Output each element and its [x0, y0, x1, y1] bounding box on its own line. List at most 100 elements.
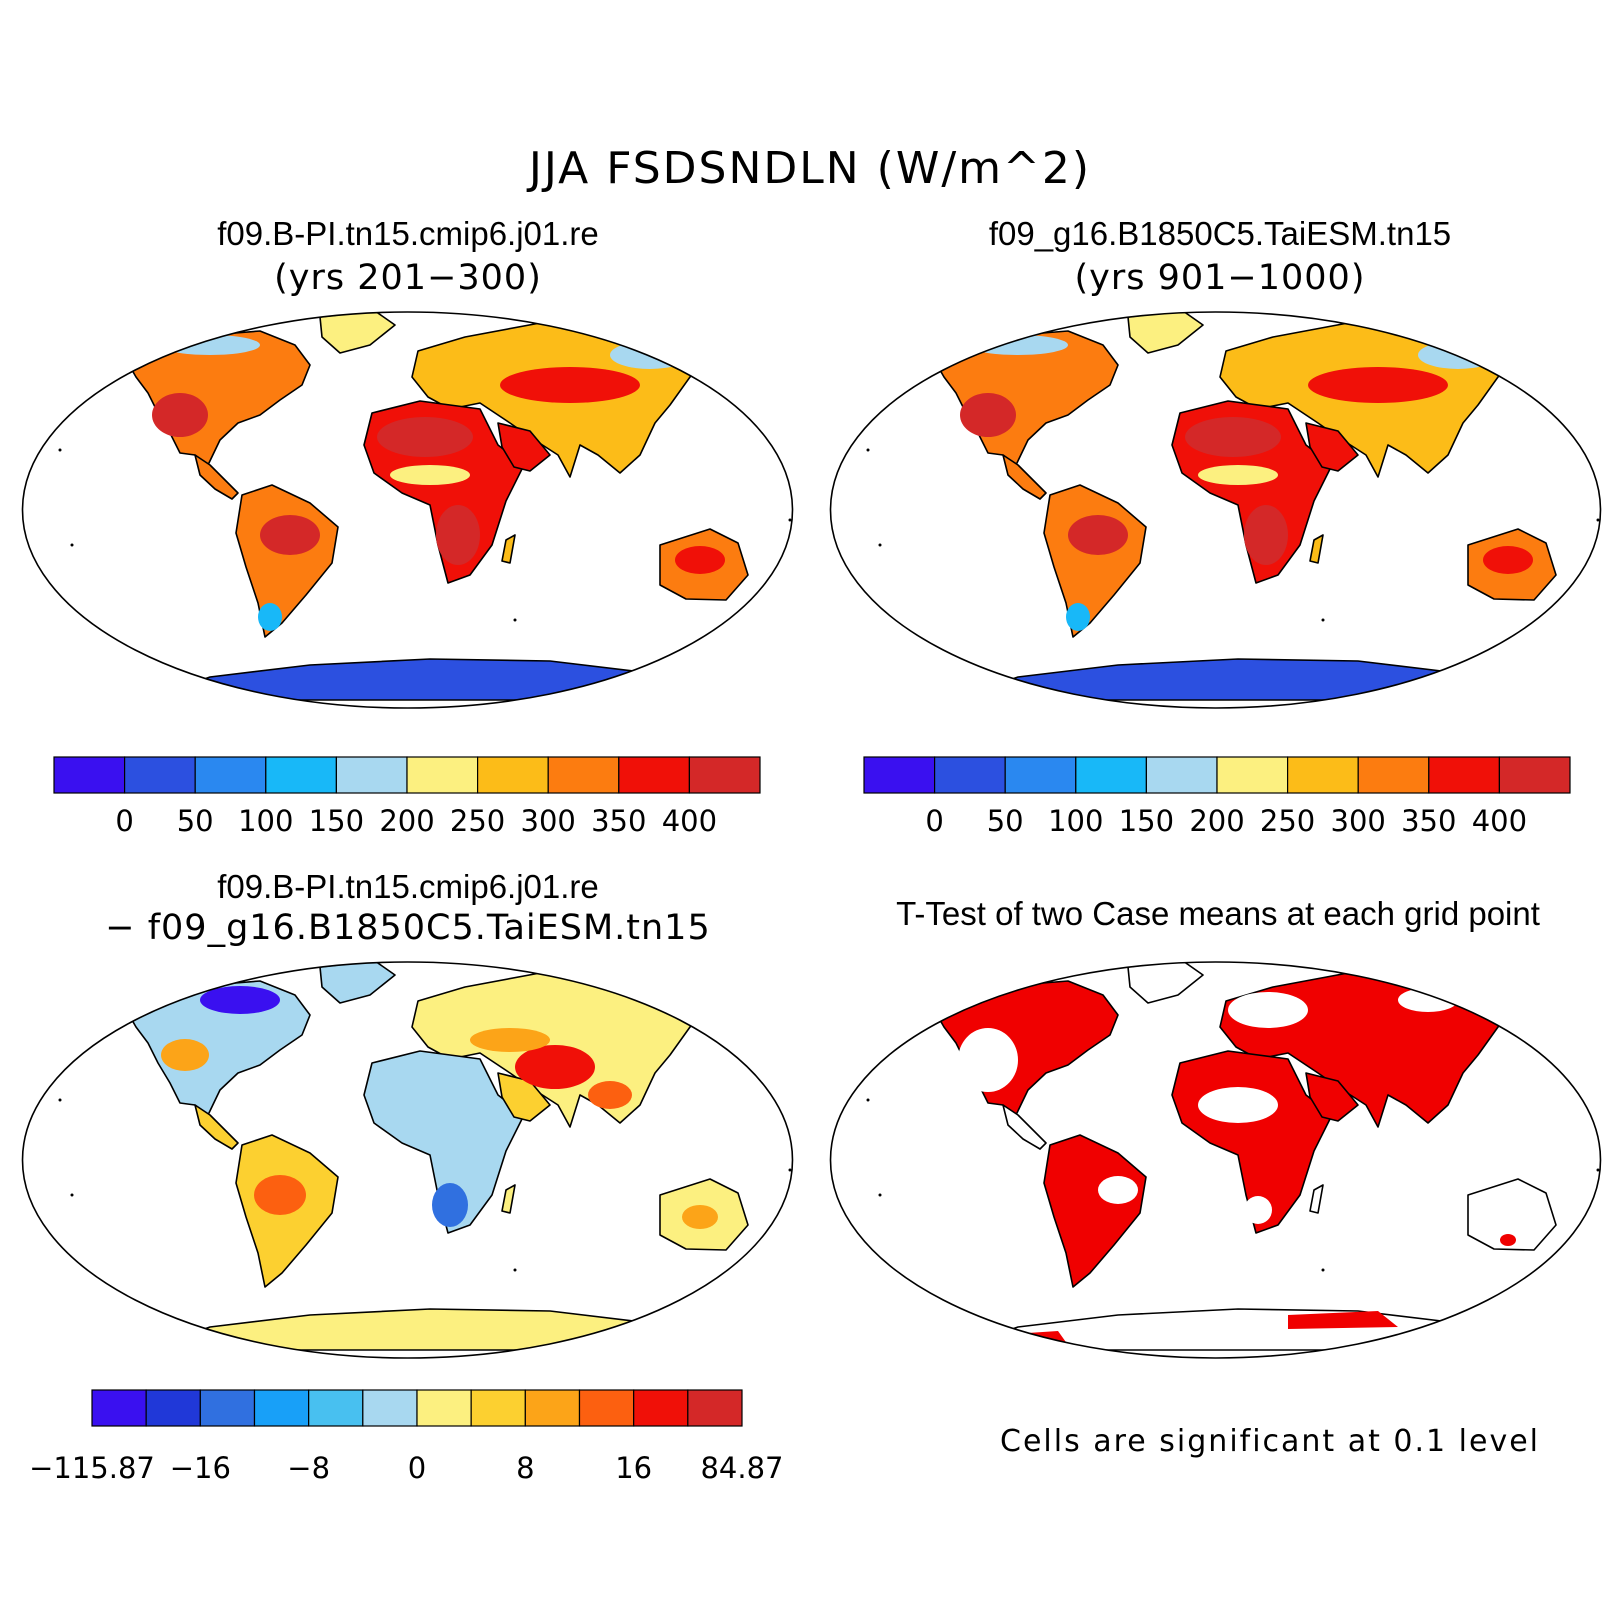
colorbar-label: 50: [177, 804, 214, 838]
panel-subtitle-bottom-left: − f09_g16.B1850C5.TaiESM.tn15: [105, 908, 711, 948]
land-madagascar: [1309, 1184, 1324, 1214]
colorbar-swatch: [578, 1389, 635, 1427]
land-africa: [363, 1050, 525, 1234]
colorbar-swatch: [477, 756, 549, 794]
colorbar-swatch: [1357, 756, 1430, 794]
colorbar-swatch: [1004, 756, 1077, 794]
colorbar-label: 300: [1331, 804, 1386, 838]
colorbar-swatch: [618, 756, 690, 794]
land-camerica: [194, 454, 239, 500]
colorbar-swatch: [1428, 756, 1500, 794]
colorbar-label: 8: [516, 1451, 534, 1485]
page-title: JJA FSDSNDLN (W/m^2): [528, 143, 1092, 194]
land-madagascar: [501, 1184, 516, 1214]
colorbar-label: 400: [662, 804, 717, 838]
land-antarctica: [952, 658, 1509, 701]
map-top-left: [21, 311, 794, 709]
colorbar-label: 300: [521, 804, 576, 838]
colorbar-swatch: [547, 756, 620, 794]
colorbar-swatch: [1145, 756, 1218, 794]
colorbar-swatch: [265, 756, 338, 794]
colorbar-label: 84.87: [700, 1451, 783, 1485]
land-madagascar: [1309, 534, 1324, 564]
land-samerica: [235, 484, 339, 638]
land-greenland: [1127, 962, 1204, 1004]
land-antarctica: [144, 658, 701, 701]
colorbar-label: −8: [287, 1451, 330, 1485]
colorbar-swatch: [633, 1389, 689, 1427]
colorbar-swatch: [1216, 756, 1289, 794]
colorbar-swatch: [199, 1389, 256, 1427]
land-camerica: [194, 1104, 239, 1150]
colorbar-label: 350: [591, 804, 646, 838]
panel-title-bottom-left: f09.B-PI.tn15.cmip6.j01.re: [217, 868, 599, 905]
colorbar-bottom-left: −115.87 −16 −8 0 8 16 84.87: [29, 1389, 784, 1485]
colorbar-label: 0: [408, 1451, 426, 1485]
colorbar-swatch: [470, 1389, 526, 1427]
colorbar-top-right: 0 50 100 150 200 250 300 350 400: [863, 756, 1571, 838]
colorbar-label: −16: [170, 1451, 231, 1485]
panel-subtitle-top-left: (yrs 201−300): [274, 258, 542, 298]
land-madagascar: [501, 534, 516, 564]
colorbar-swatch: [416, 1389, 472, 1427]
land-australia: [1467, 1178, 1557, 1251]
land-antarctica: [952, 1308, 1509, 1351]
colorbar-label: 0: [925, 804, 943, 838]
colorbar-label: 150: [1119, 804, 1174, 838]
map-top-right: [829, 311, 1602, 709]
colorbar-top-left: 0 50 100 150 200 250 300 350 400: [53, 756, 761, 838]
colorbar-label: 250: [450, 804, 505, 838]
panel-title-bottom-right: T-Test of two Case means at each grid po…: [896, 895, 1540, 932]
colorbar-swatch: [933, 756, 1006, 794]
map-bottom-right: [829, 961, 1602, 1359]
colorbar-label: 100: [238, 804, 293, 838]
colorbar-label: 200: [1189, 804, 1244, 838]
colorbar-swatch: [1287, 756, 1359, 794]
land-greenland: [319, 962, 396, 1004]
colorbar-label: 16: [615, 1451, 652, 1485]
colorbar-label: 200: [379, 804, 434, 838]
land-camerica: [1002, 1104, 1047, 1150]
land-samerica: [1043, 1134, 1147, 1288]
map-bottom-left: [21, 961, 794, 1359]
colorbar-swatch: [123, 756, 196, 794]
colorbar-label: 350: [1401, 804, 1456, 838]
map-border: [829, 961, 1602, 1359]
land-arabia: [1305, 422, 1359, 472]
colorbar-swatch: [688, 756, 761, 794]
colorbar-label: 100: [1048, 804, 1103, 838]
colorbar-label: 400: [1472, 804, 1527, 838]
colorbar-label: 150: [309, 804, 364, 838]
land-greenland: [319, 312, 396, 354]
land-arabia: [497, 422, 551, 472]
map-border: [21, 311, 794, 709]
colorbar-swatch: [53, 756, 126, 794]
land-namerica: [127, 980, 311, 1116]
panel-title-top-right: f09_g16.B1850C5.TaiESM.tn15: [988, 215, 1452, 252]
colorbar-swatch: [1075, 756, 1148, 794]
colorbar-swatch: [91, 1389, 147, 1427]
colorbar-swatch: [194, 756, 267, 794]
map-border: [21, 961, 794, 1359]
colorbar-swatch: [524, 1389, 581, 1427]
significance-note: Cells are significant at 0.1 level: [1000, 1424, 1541, 1459]
colorbar-swatch: [406, 756, 479, 794]
land-arabia: [1305, 1072, 1359, 1122]
colorbar-swatch: [362, 1389, 418, 1427]
land-camerica: [1002, 454, 1047, 500]
colorbar-swatch: [863, 756, 936, 794]
colorbar-swatch: [145, 1389, 201, 1427]
colorbar-label: −115.87: [29, 1451, 155, 1485]
colorbar-swatch: [687, 1389, 743, 1427]
colorbar-label: 250: [1260, 804, 1315, 838]
colorbar-swatch: [1498, 756, 1571, 794]
colorbar-swatch: [308, 1389, 364, 1427]
land-samerica: [1043, 484, 1147, 638]
panel-subtitle-top-right: (yrs 901−1000): [1074, 258, 1366, 298]
colorbar-swatch: [335, 756, 408, 794]
land-antarctica: [144, 1308, 701, 1351]
panel-title-top-left: f09.B-PI.tn15.cmip6.j01.re: [217, 215, 599, 252]
colorbar-swatch: [253, 1389, 310, 1427]
land-greenland: [1127, 312, 1204, 354]
colorbar-label: 50: [987, 804, 1024, 838]
